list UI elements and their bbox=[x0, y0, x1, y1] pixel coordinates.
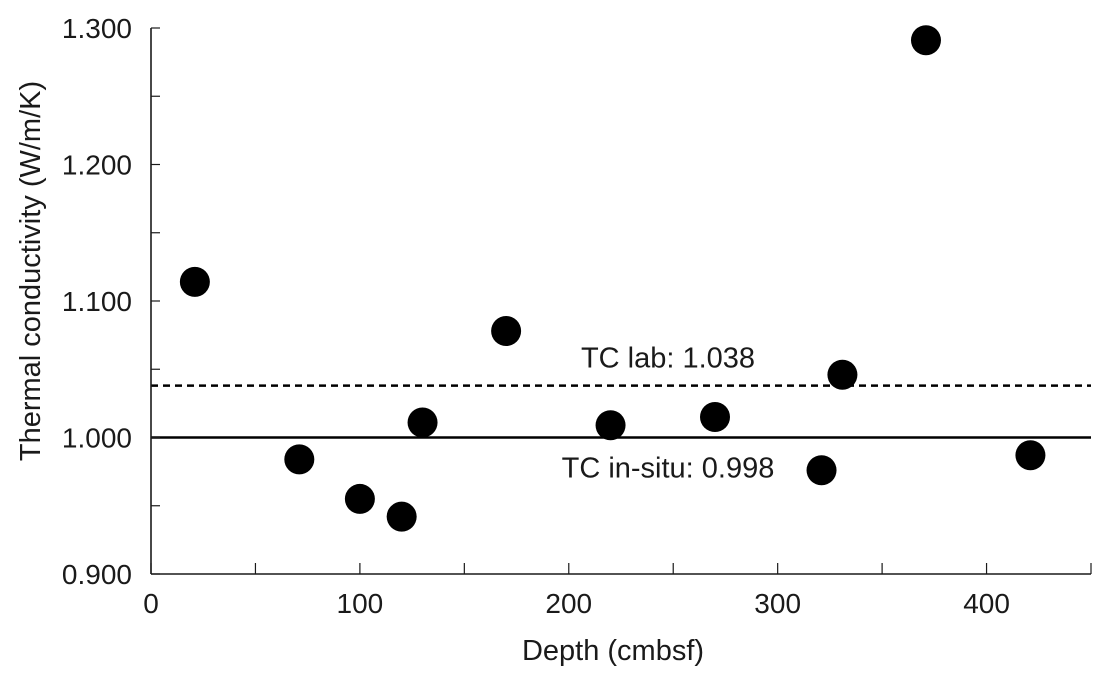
data-point bbox=[179, 266, 210, 297]
data-point bbox=[595, 410, 626, 441]
y-tick-label: 1.000 bbox=[62, 423, 132, 454]
data-point bbox=[700, 402, 730, 433]
y-tick-label: 1.200 bbox=[62, 150, 132, 181]
x-tick-label: 100 bbox=[337, 588, 384, 619]
reference-labels: TC lab: 1.038 TC in-situ: 0.998 bbox=[562, 343, 775, 485]
data-point bbox=[1015, 440, 1046, 471]
data-point bbox=[284, 444, 315, 475]
data-point bbox=[827, 359, 858, 390]
x-tick-label: 0 bbox=[143, 588, 159, 619]
y-tick-label: 1.300 bbox=[62, 13, 132, 44]
x-tick-label: 200 bbox=[545, 588, 592, 619]
y-axis-ticks: 0.900 1.000 1.100 1.200 1.300 bbox=[62, 13, 160, 590]
tc-lab-label: TC lab: 1.038 bbox=[581, 343, 755, 375]
data-point bbox=[806, 455, 837, 486]
data-point bbox=[344, 483, 375, 514]
data-point bbox=[910, 25, 941, 56]
data-point bbox=[386, 501, 417, 532]
data-points bbox=[179, 25, 1046, 532]
data-point bbox=[407, 407, 438, 438]
x-axis-ticks: 0 100 200 300 400 bbox=[143, 563, 1092, 619]
x-tick-label: 300 bbox=[754, 588, 801, 619]
y-axis-title: Thermal conductivity (W/m/K) bbox=[15, 81, 47, 461]
tc-in-situ-label: TC in-situ: 0.998 bbox=[562, 453, 775, 485]
data-point bbox=[491, 316, 522, 347]
y-tick-label: 1.100 bbox=[62, 286, 132, 317]
axes bbox=[150, 28, 1091, 575]
y-tick-label: 0.900 bbox=[62, 559, 132, 590]
x-tick-label: 400 bbox=[963, 588, 1010, 619]
x-axis-title: Depth (cmbsf) bbox=[522, 635, 704, 667]
reference-lines bbox=[151, 384, 1091, 439]
